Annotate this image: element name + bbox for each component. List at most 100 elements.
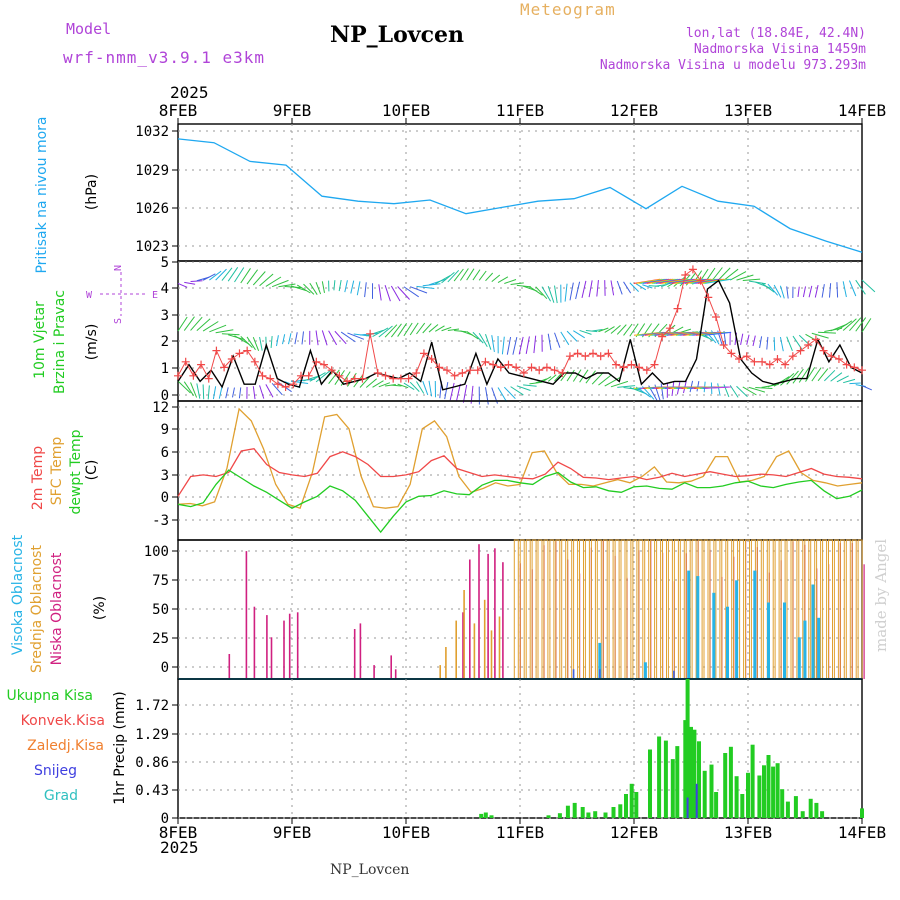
wind-arrow (729, 385, 739, 398)
wind-gust-marker (527, 363, 536, 372)
niska-cloud-bar (390, 655, 392, 679)
srednja-cloud-bar (498, 616, 501, 679)
precip-total-bar (860, 808, 864, 818)
precip-legend-label: Snijeg (34, 763, 77, 779)
wind-gust-marker (427, 355, 436, 363)
wind-arrow (533, 335, 537, 354)
wind-arrow (265, 384, 274, 398)
x-tick-bottom-label: 9FEB (273, 823, 312, 842)
wind-arrow (598, 374, 613, 386)
mid-cloud-bar (679, 539, 685, 679)
wind-arrow (290, 285, 307, 292)
x-tick-top-label: 13FEB (724, 101, 772, 120)
wind-arrow (321, 281, 325, 293)
wind-arrow (579, 329, 592, 335)
wind-arrow (184, 281, 196, 285)
mid-cloud-bar (644, 539, 650, 679)
x-tick-top-label: 14FEB (838, 101, 886, 120)
x-tick-bottom-label: 11FEB (496, 823, 544, 842)
wind-arrow (689, 380, 694, 393)
wind-arrow (365, 378, 378, 388)
blue-markers-cloud-bar (673, 670, 675, 679)
wind-gust-marker (197, 360, 206, 369)
mid-cloud-bar (602, 539, 608, 679)
mid-cloud-bar (608, 539, 614, 679)
model-label: Model (66, 20, 112, 38)
wind-arrow (190, 316, 203, 331)
wind-arrow (238, 387, 242, 399)
x-tick-bottom-label: 14FEB (838, 823, 886, 842)
wind-arrow (212, 386, 217, 400)
wind-arrow (660, 383, 664, 400)
wind-gust-marker (450, 371, 459, 380)
wind-arrow-strong (705, 386, 732, 389)
wind-arrow (378, 325, 393, 338)
wind-arrow (723, 384, 730, 398)
wind-arrow (202, 273, 216, 281)
wind-arrow (779, 336, 784, 352)
wind-gust-marker (735, 355, 744, 363)
wind-arrow (855, 279, 866, 295)
mid-cloud-bar (584, 539, 590, 679)
wind-gust-marker (658, 332, 667, 341)
visoka-cloud-bar (598, 642, 602, 679)
wind-arrow (340, 331, 356, 343)
wind-arrow (585, 330, 598, 333)
mid-cloud-bar (673, 539, 679, 679)
mid-cloud-bar (715, 539, 721, 679)
compass-east: E (152, 290, 158, 301)
wind-gust-marker (273, 380, 282, 389)
mid-cloud-bar (656, 539, 662, 679)
wind-arrow (397, 286, 410, 300)
wind-arrow (535, 286, 548, 300)
wind-arrow (227, 267, 239, 282)
wind-arrow (309, 372, 326, 382)
precip-total-bar (750, 744, 755, 818)
wind-arrow (315, 281, 322, 295)
wind-gust-marker (381, 371, 390, 380)
precip-total-bar (697, 741, 701, 818)
niska-cloud-bar (245, 551, 248, 679)
srednja-cloud-bar (463, 590, 465, 679)
wind-arrow (642, 284, 653, 289)
wind-gust-marker (235, 349, 244, 358)
wind-arrow (334, 330, 347, 345)
wind-arrow (817, 368, 829, 382)
wind-arrow (523, 384, 537, 387)
wind-arrow (390, 285, 401, 302)
wind-arrow (472, 269, 481, 281)
wind-arrow (409, 381, 420, 392)
wind-arrow (252, 336, 260, 351)
wind-gust-marker (589, 349, 598, 358)
wind-arrow (221, 267, 233, 281)
wind-gust-marker (320, 360, 329, 369)
wind-gust-marker (350, 374, 359, 383)
visoka-cloud-bar (726, 606, 729, 679)
wind-arrow (786, 286, 789, 299)
wind-gust-marker (466, 366, 475, 375)
wind-gust-marker (719, 341, 728, 349)
year-bottom: 2025 (160, 838, 199, 857)
altitude-text: Nadmorska Visina 1459m (693, 42, 866, 57)
wind-arrow (547, 374, 557, 382)
wind-arrow (848, 280, 857, 297)
wind-arrow (403, 286, 419, 298)
mid-cloud-bar (525, 539, 531, 679)
precip-total-bar (728, 746, 733, 818)
wind-arrow (836, 282, 839, 298)
wind-arrow (786, 370, 799, 385)
cloud-ylabel: Niska Oblacnost (49, 552, 65, 665)
wind-arrow (391, 384, 402, 387)
wind-arrow (338, 279, 342, 292)
wind-gust-marker (496, 363, 505, 372)
wind-arrow (696, 381, 700, 392)
t2m-line (177, 447, 863, 497)
mid-cloud-bar (792, 539, 798, 679)
wind-arrow (183, 381, 195, 396)
wind-arrow (504, 279, 517, 284)
precip-ytick-label: 0.86 (135, 755, 169, 771)
wind-arrow (347, 332, 365, 340)
temp-ytick-label: -3 (152, 513, 169, 529)
wind-gust-marker (850, 363, 859, 372)
blue-markers-cloud-bar (572, 669, 575, 679)
